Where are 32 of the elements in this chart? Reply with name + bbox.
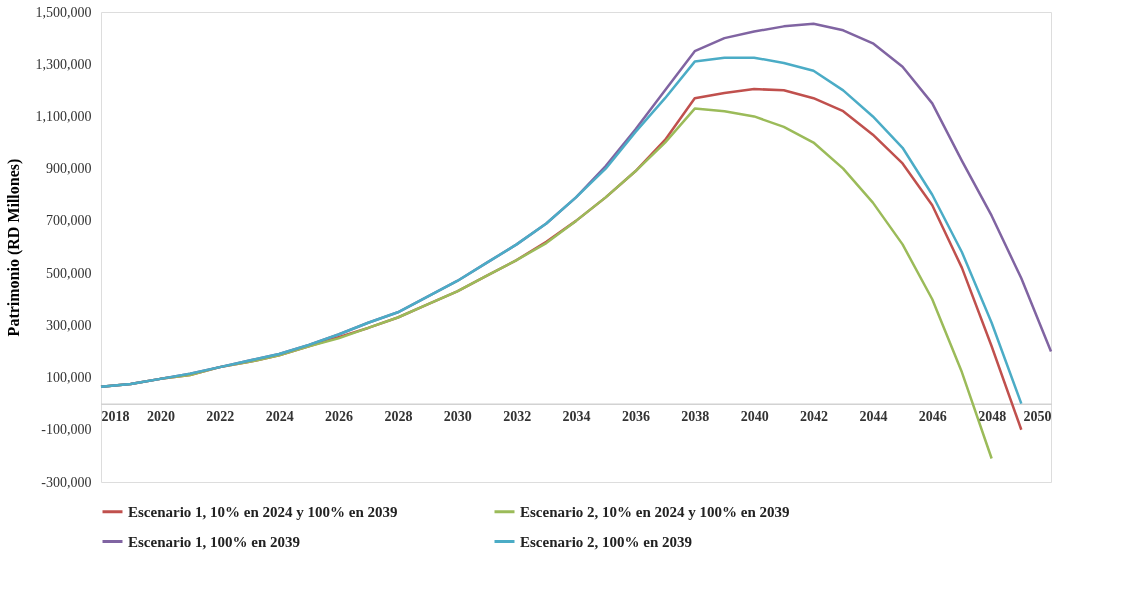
x-tick-label: 2028 bbox=[384, 409, 413, 425]
x-tick-label: 2020 bbox=[146, 409, 175, 425]
x-tick-label: 2022 bbox=[206, 409, 235, 425]
y-tick-label: 900,000 bbox=[46, 161, 92, 177]
x-tick-label: 2040 bbox=[740, 409, 769, 425]
x-tick-label: 2042 bbox=[800, 409, 828, 425]
x-tick-label: 2050 bbox=[1023, 409, 1052, 425]
x-tick-label: 2046 bbox=[918, 409, 947, 425]
x-tick-label: 2030 bbox=[443, 409, 472, 425]
legend-label: Escenario 1, 100% en 2039 bbox=[128, 533, 301, 550]
x-tick-label: 2018 bbox=[101, 409, 130, 425]
y-tick-label: 300,000 bbox=[46, 317, 92, 333]
legend-label: Escenario 1, 10% en 2024 y 100% en 2039 bbox=[128, 503, 398, 520]
x-tick-label: 2038 bbox=[681, 409, 710, 425]
y-tick-label: 500,000 bbox=[46, 265, 92, 281]
x-tick-label: 2036 bbox=[621, 409, 650, 425]
x-tick-label: 2032 bbox=[503, 409, 532, 425]
x-tick-label: 2034 bbox=[562, 409, 591, 425]
x-tick-label: 2024 bbox=[265, 409, 294, 425]
legend-label: Escenario 2, 100% en 2039 bbox=[520, 533, 693, 550]
y-tick-label: -100,000 bbox=[41, 422, 92, 438]
x-tick-label: 2044 bbox=[859, 409, 888, 425]
y-axis-title: Patrimonio (RD Millones) bbox=[4, 158, 23, 337]
x-tick-label: 2048 bbox=[978, 409, 1007, 425]
y-tick-label: 1,500,000 bbox=[35, 4, 92, 20]
y-tick-label: 100,000 bbox=[46, 370, 92, 386]
y-tick-label: 1,300,000 bbox=[35, 56, 92, 72]
y-tick-label: 1,100,000 bbox=[35, 108, 92, 124]
legend-label: Escenario 2, 10% en 2024 y 100% en 2039 bbox=[520, 503, 790, 520]
y-tick-label: 700,000 bbox=[46, 213, 92, 229]
y-tick-label: -300,000 bbox=[41, 474, 92, 490]
x-tick-label: 2026 bbox=[325, 409, 353, 425]
